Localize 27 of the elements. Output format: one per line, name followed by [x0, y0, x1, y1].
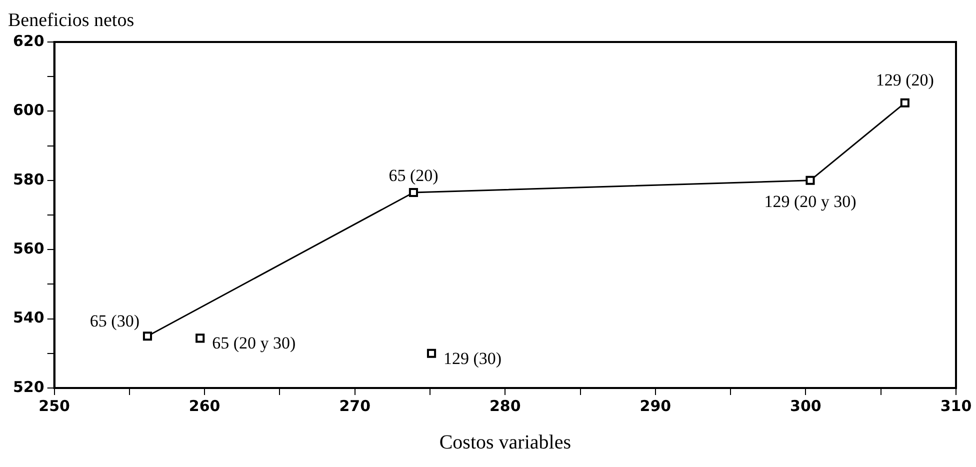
annotation: 65 (20) [388, 166, 438, 185]
point [142, 332, 152, 341]
y-tick-label: 620 [13, 32, 44, 50]
x-tick-label: 290 [640, 396, 672, 415]
x-tick-label: 260 [188, 396, 220, 415]
annotation: 65 (20 y 30) [212, 334, 296, 353]
annotation: 65 (30) [90, 312, 140, 331]
point [900, 98, 910, 108]
x-tick-label: 300 [790, 396, 822, 415]
x-axis-title: Costos variables [439, 431, 572, 454]
y-tick-label: 520 [13, 378, 44, 396]
y-tick-label: 560 [13, 239, 44, 258]
point [196, 334, 205, 343]
annotation: 129 (20 y 30) [764, 192, 856, 211]
y-tick-label: 580 [13, 170, 44, 188]
x-tick-label: 280 [490, 396, 521, 415]
x-tick-label: 250 [38, 396, 70, 415]
x-tick-label: 270 [339, 396, 371, 415]
y-axis-title: Beneficios netos [8, 10, 134, 32]
x-tick-label: 310 [940, 396, 972, 415]
point [426, 348, 436, 358]
point [408, 188, 418, 198]
annotation: 129 (20) [876, 70, 934, 90]
point [806, 176, 815, 185]
annotation: 129 (30) [444, 348, 502, 368]
y-tick-label: 540 [13, 308, 44, 327]
y-tick-label: 600 [13, 101, 44, 120]
